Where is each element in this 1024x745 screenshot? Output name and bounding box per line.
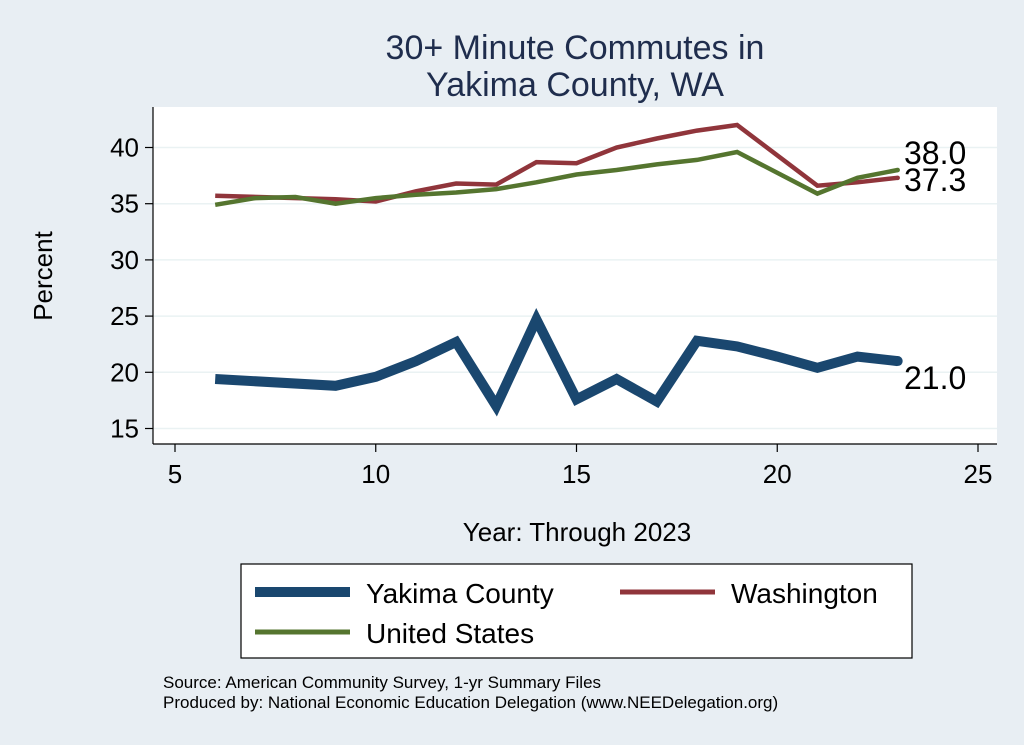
x-axis-label: Year: Through 2023 — [463, 517, 691, 547]
y-tick-label-35: 35 — [110, 189, 139, 219]
series-line-united-states — [214, 149, 899, 208]
x-tick-label-20: 20 — [763, 459, 792, 489]
legend-label-yakima-county: Yakima County — [366, 578, 554, 609]
legend: Yakima County Washington United States — [240, 563, 913, 659]
chart-title-line-2: Yakima County, WA — [426, 66, 724, 104]
data-series — [214, 122, 903, 417]
y-tick-label-40: 40 — [110, 133, 139, 163]
y-tick-label-30: 30 — [110, 245, 139, 275]
x-tick-label-5: 5 — [168, 459, 182, 489]
y-axis-label: Percent — [28, 230, 58, 320]
grid-lines — [153, 146, 997, 430]
chart-title-line-1: 30+ Minute Commutes in — [386, 29, 765, 67]
x-tick-label-10: 10 — [361, 459, 390, 489]
series-end-point-washington — [895, 175, 900, 181]
x-tick-label-25: 25 — [964, 459, 993, 489]
series-line-yakima-county — [214, 308, 899, 417]
legend-box — [240, 563, 913, 659]
end-label-washington: 37.3 — [904, 162, 966, 198]
y-tick-label-20: 20 — [110, 357, 139, 387]
end-label-yakima-county: 21.0 — [904, 360, 966, 396]
source-note: Source: American Community Survey, 1-yr … — [163, 673, 601, 692]
legend-label-washington: Washington — [731, 578, 878, 609]
y-tick-label-25: 25 — [110, 301, 139, 331]
x-tick-label-15: 15 — [562, 459, 591, 489]
end-label-united-states: 38.0 — [904, 135, 966, 171]
series-end-point-yakima-county — [892, 356, 903, 367]
axes: 15 20 25 30 35 40 5 10 15 20 25 — [110, 107, 997, 489]
end-labels: 21.0 37.338.0 — [904, 135, 966, 396]
producer-note: Produced by: National Economic Education… — [163, 693, 778, 712]
legend-label-united-states: United States — [366, 618, 534, 649]
series-end-point-united-states — [895, 167, 900, 173]
y-tick-label-15: 15 — [110, 414, 139, 444]
